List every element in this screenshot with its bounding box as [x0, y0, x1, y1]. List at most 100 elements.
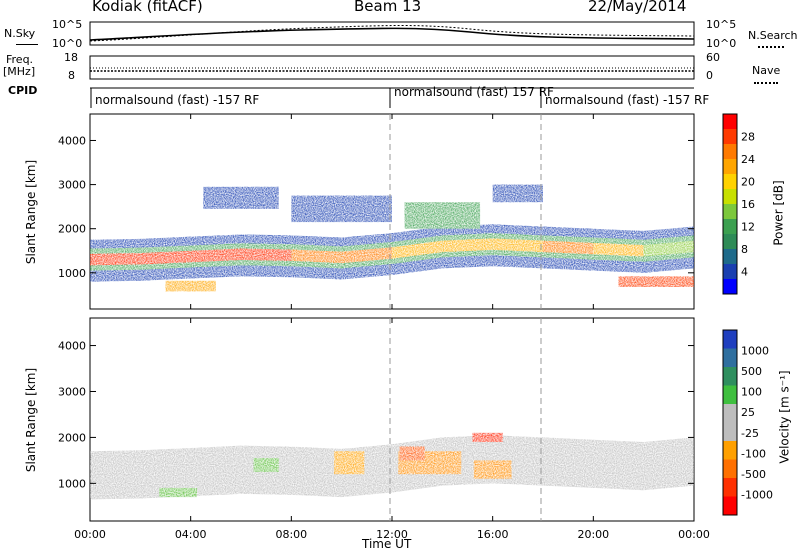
velocity-colorbar-tick: -25 [741, 427, 759, 440]
y-tick-label: 2000 [58, 223, 86, 236]
power-band-core-segment [341, 247, 392, 264]
velocity-echo-patch [472, 432, 503, 443]
x-tick-label: 16:00 [477, 528, 509, 541]
power-colorbar-segment [723, 114, 737, 130]
power-colorbar-segment [723, 279, 737, 295]
power-band-core-segment [392, 240, 443, 259]
nsearch-label: N.Search [748, 29, 798, 42]
freq-tick-bottom: 8 [68, 69, 75, 82]
power-y-title: Slant Range [km] [24, 159, 39, 265]
nsearch-tick-top: 10^5 [706, 18, 737, 31]
velocity-colorbar-segment [723, 478, 737, 497]
x-axis-title: Time UT [362, 537, 412, 551]
power-band-core-segment [492, 238, 543, 253]
power-colorbar-tick: 8 [741, 243, 748, 256]
cpid-segment-3: normalsound (fast) -157 RF [545, 93, 710, 107]
velocity-panel [89, 317, 695, 522]
velocity-colorbar-segment [723, 422, 737, 442]
power-echo-patch [404, 202, 481, 229]
nsky-line [89, 27, 695, 41]
power-band-core-segment [291, 249, 342, 264]
power-colorbar-segment [723, 129, 737, 145]
velocity-echo-patch [159, 487, 197, 498]
nsky-strip [89, 21, 695, 46]
velocity-echo-patch [253, 458, 279, 472]
nsky-legend-line [16, 44, 38, 45]
velocity-colorbar-tick: -1000 [741, 488, 773, 501]
nsearch-legend-dots [758, 46, 784, 48]
y-tick-label: 4000 [58, 134, 86, 147]
velocity-colorbar-segment [723, 348, 737, 368]
nsky-label: N.Sky [4, 27, 36, 40]
y-tick-label: 4000 [58, 340, 86, 353]
velocity-y-title: Slant Range [km] [24, 367, 39, 473]
nsearch-tick-bottom: 10^0 [706, 37, 737, 50]
nave-tick-top: 60 [706, 51, 720, 64]
nsky-tick-bottom: 10^0 [52, 37, 83, 50]
cpid-segment-1: normalsound (fast) -157 RF [95, 93, 260, 107]
velocity-band [90, 435, 694, 500]
power-band-core-segment [140, 250, 191, 265]
date-title: 22/May/2014 [588, 0, 687, 15]
power-colorbar-segment [723, 204, 737, 220]
power-echo-patch [165, 280, 216, 292]
y-tick-label: 1000 [58, 267, 86, 280]
power-colorbar-segment [723, 219, 737, 235]
beam-title: Beam 13 [354, 0, 422, 15]
x-tick-label: 12:00 [376, 528, 408, 541]
power-band-core-segment [543, 240, 594, 255]
power-band-core-segment [643, 240, 694, 257]
nave-legend-dots [754, 82, 778, 84]
velocity-colorbar-tick: 500 [741, 365, 762, 378]
power-band-core-segment [90, 252, 141, 266]
power-colorbar-tick: 12 [741, 221, 755, 234]
velocity-colorbar-segment [723, 385, 737, 405]
velocity-colorbar-segment [723, 367, 737, 386]
power-colorbar-segment [723, 174, 737, 190]
site-title: Kodiak (fitACF) [92, 0, 203, 15]
freq-label: Freq. [6, 53, 34, 66]
velocity-colorbar-label: Velocity [m s⁻¹] [777, 370, 792, 464]
x-tick-label: 20:00 [577, 528, 609, 541]
freq-tick-top: 18 [64, 51, 78, 64]
velocity-colorbar-segment [723, 330, 737, 349]
power-band-core-segment [593, 242, 644, 257]
velocity-colorbar-frame [722, 329, 738, 516]
power-colorbar-tick: 4 [741, 266, 748, 279]
velocity-colorbar-tick: 100 [741, 386, 762, 399]
x-tick-label: 08:00 [275, 528, 307, 541]
velocity-colorbar-segment [723, 459, 737, 479]
power-echo-patch [492, 184, 543, 203]
power-colorbar-tick: 24 [741, 153, 755, 166]
velocity-colorbar-segment [723, 404, 737, 423]
power-colorbar-tick: 20 [741, 176, 755, 189]
power-colorbar-segment [723, 159, 737, 175]
y-tick-label: 1000 [58, 477, 86, 490]
power-band-core-segment [442, 238, 493, 253]
power-band-core-segment [241, 248, 292, 261]
power-colorbar-label: Power [dB] [771, 180, 786, 246]
velocity-echo-patch [334, 451, 365, 475]
power-echo-patch [291, 195, 392, 223]
velocity-echo-patch [473, 460, 512, 479]
velocity-colorbar-tick: 25 [741, 406, 755, 419]
power-colorbar-segment [723, 144, 737, 160]
y-tick-label: 2000 [58, 431, 86, 444]
power-colorbar-frame [722, 113, 738, 295]
power-colorbar-tick: 16 [741, 198, 755, 211]
power-echo-patch [618, 276, 694, 287]
x-tick-label: 04:00 [175, 528, 207, 541]
power-colorbar-segment [723, 234, 737, 250]
nave-tick-bottom: 0 [706, 69, 713, 82]
nsearch-line [89, 25, 695, 42]
power-colorbar-tick: 28 [741, 131, 755, 144]
velocity-colorbar-segment [723, 496, 737, 516]
power-colorbar-segment [723, 249, 737, 265]
power-colorbar-segment [723, 264, 737, 280]
x-tick-label: 00:00 [74, 528, 106, 541]
power-band-core-segment [190, 248, 241, 263]
y-tick-label: 3000 [58, 385, 86, 398]
velocity-colorbar-tick: -500 [741, 468, 766, 481]
power-colorbar-segment [723, 189, 737, 205]
